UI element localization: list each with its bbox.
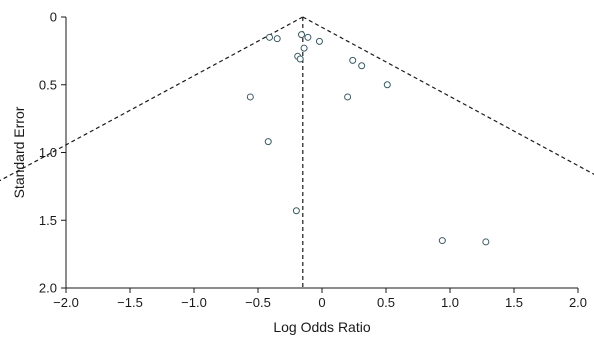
data-point-2 bbox=[273, 35, 281, 43]
x-tick-label: −1.5 bbox=[117, 295, 143, 310]
y-tick-label: 1.0 bbox=[39, 145, 57, 160]
x-tick-label: 0 bbox=[318, 295, 325, 310]
y-tick-label: 2.0 bbox=[39, 281, 57, 296]
plot-area bbox=[0, 16, 594, 288]
data-point-5 bbox=[315, 37, 323, 45]
y-tick-label: 0.5 bbox=[39, 77, 57, 92]
data-point-10 bbox=[358, 62, 366, 70]
data-point-9 bbox=[349, 56, 357, 64]
data-point-3 bbox=[298, 31, 306, 39]
data-point-17 bbox=[482, 238, 490, 246]
data-point-11 bbox=[383, 81, 391, 89]
data-point-6 bbox=[300, 44, 308, 52]
x-tick-label: −0.5 bbox=[245, 295, 271, 310]
data-point-13 bbox=[344, 93, 352, 101]
y-tick-label: 1.5 bbox=[39, 213, 57, 228]
y-axis-title: Standard Error bbox=[11, 106, 27, 198]
y-tick-label: 0 bbox=[50, 10, 57, 25]
x-axis-title: Log Odds Ratio bbox=[273, 319, 370, 335]
axes: Log Odds Ratio Standard Error −2.0 −1.5 −1… bbox=[11, 10, 587, 336]
x-tick-label: 2.0 bbox=[569, 295, 587, 310]
data-point-12 bbox=[246, 93, 254, 101]
funnel-right-limit bbox=[302, 16, 594, 175]
data-point-15 bbox=[292, 207, 300, 215]
data-point-4 bbox=[304, 33, 312, 41]
x-tick-label: 1.0 bbox=[441, 295, 459, 310]
x-tick-label: 1.5 bbox=[505, 295, 523, 310]
data-point-14 bbox=[264, 138, 272, 146]
x-tick-label: 0.5 bbox=[377, 295, 395, 310]
x-tick-label: −1.0 bbox=[181, 295, 207, 310]
data-point-8 bbox=[296, 55, 304, 63]
x-tick-label: −2.0 bbox=[53, 295, 79, 310]
data-point-16 bbox=[438, 237, 446, 245]
data-point-1 bbox=[266, 33, 274, 41]
